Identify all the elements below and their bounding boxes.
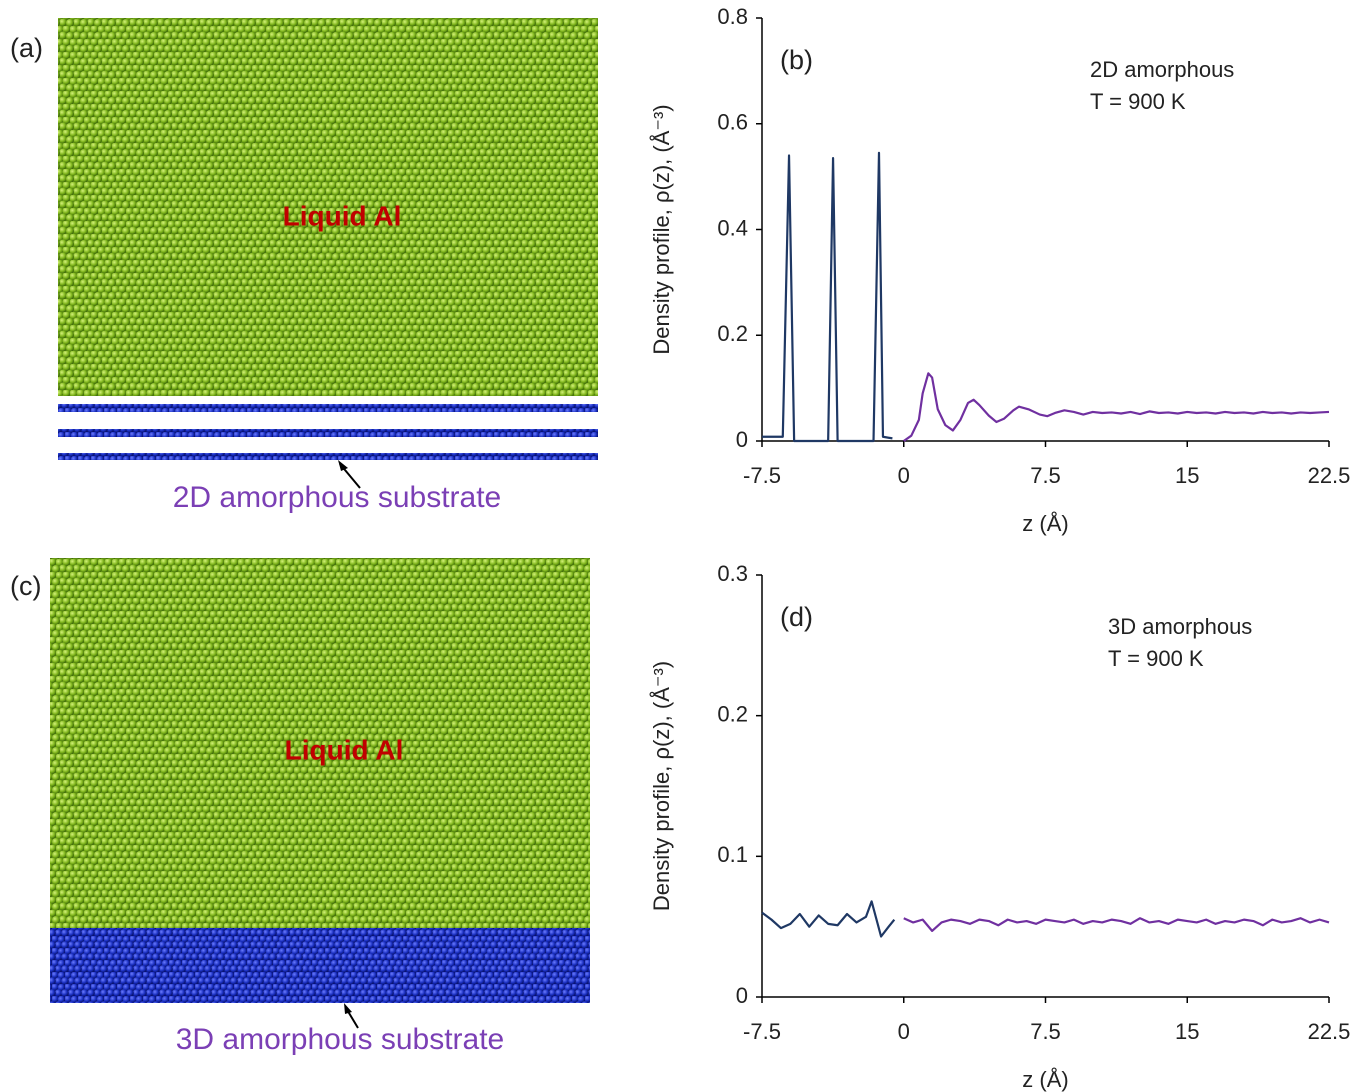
panel-label: (b) xyxy=(780,45,813,75)
x-axis-label: z (Å) xyxy=(1022,511,1068,536)
x-tick-label: 0 xyxy=(898,1019,910,1044)
x-tick-label: 15 xyxy=(1175,1019,1199,1044)
data-line xyxy=(903,917,1330,932)
x-tick-label: -7.5 xyxy=(743,463,781,488)
annotation: 3D amorphous xyxy=(1108,614,1252,639)
data-line xyxy=(761,900,896,938)
panel-label: (c) xyxy=(10,571,41,601)
y-tick-label: 0 xyxy=(736,427,748,452)
x-tick-label: 22.5 xyxy=(1308,463,1351,488)
x-tick-label: 15 xyxy=(1175,463,1199,488)
substrate-region xyxy=(50,928,590,1003)
y-tick-label: 0.4 xyxy=(717,215,748,240)
y-axis-label: Density profile, ρ(z), (Å⁻³) xyxy=(649,661,674,911)
annotation: 2D amorphous xyxy=(1090,57,1234,82)
substrate-layer xyxy=(58,404,598,412)
annotation: T = 900 K xyxy=(1090,89,1186,114)
arrow-head xyxy=(338,460,348,471)
snapshot-3d: (c) Liquid Al 3D amorphous substrate xyxy=(10,558,590,1056)
x-tick-label: 22.5 xyxy=(1308,1019,1351,1044)
caption: 2D amorphous substrate xyxy=(173,481,502,514)
y-tick-label: 0.8 xyxy=(717,4,748,29)
chart: 0 0.2 0.4 0.6 0.8 -7.5 0 7.5 15 22.5 z (Å) Density … xyxy=(649,4,1351,536)
annotation: T = 900 K xyxy=(1108,646,1204,671)
panel-label: (d) xyxy=(780,602,813,632)
caption: 3D amorphous substrate xyxy=(176,1023,505,1056)
y-tick-label: 0.6 xyxy=(717,110,748,135)
data-line xyxy=(903,372,1330,442)
liquid-region xyxy=(58,18,598,396)
y-tick-label: 0 xyxy=(736,983,748,1008)
x-axis-label: z (Å) xyxy=(1022,1067,1068,1092)
x-tick-label: -7.5 xyxy=(743,1019,781,1044)
arrow-head xyxy=(344,1003,352,1014)
liquid-region xyxy=(50,558,590,928)
y-tick-label: 0.1 xyxy=(717,842,748,867)
substrate-layer xyxy=(58,429,598,437)
y-tick-label: 0.2 xyxy=(717,701,748,726)
snapshot-2d: (a) Liquid Al 2D amorphous substrate xyxy=(10,18,598,514)
substrate-layer xyxy=(58,453,598,460)
y-tick-label: 0.2 xyxy=(717,321,748,346)
data-line xyxy=(762,151,893,443)
region-label: Liquid Al xyxy=(285,734,404,765)
panel-label: (a) xyxy=(10,33,43,63)
region-label: Liquid Al xyxy=(283,200,402,231)
chart: 0 0.1 0.2 0.3 -7.5 0 7.5 15 22.5 z (Å) Density pro… xyxy=(649,561,1351,1092)
x-tick-label: 0 xyxy=(898,463,910,488)
y-axis-label: Density profile, ρ(z), (Å⁻³) xyxy=(649,104,674,354)
y-tick-label: 0.3 xyxy=(717,561,748,586)
x-tick-label: 7.5 xyxy=(1030,463,1061,488)
x-tick-label: 7.5 xyxy=(1030,1019,1061,1044)
